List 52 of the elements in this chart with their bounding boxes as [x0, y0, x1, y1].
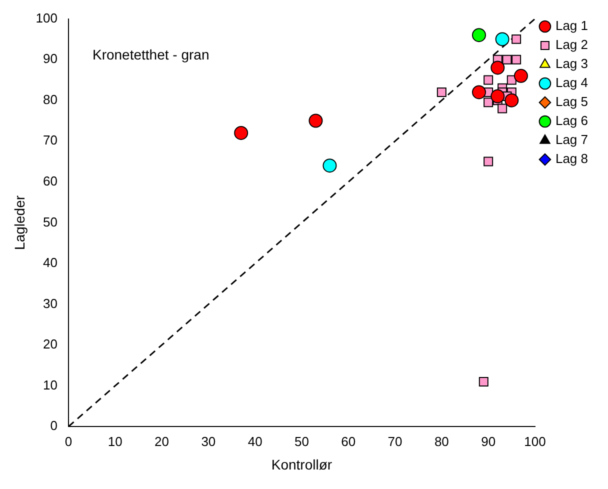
x-axis-title: Kontrollør [271, 456, 332, 472]
point [512, 34, 522, 44]
y-tick-label: 80 [43, 92, 58, 107]
x-tick-label: 40 [248, 434, 262, 449]
legend-label: Lag 2 [555, 37, 588, 52]
x-tick-label: 10 [108, 434, 122, 449]
y-tick-label: 30 [43, 296, 58, 311]
point [512, 54, 522, 64]
y-tick-label: 20 [43, 336, 58, 352]
point [436, 87, 446, 97]
point [472, 85, 486, 100]
point [514, 68, 528, 83]
legend-label: Lag 1 [555, 18, 588, 34]
legend-label: Lag 3 [555, 56, 588, 72]
legend-label: Lag 5 [555, 94, 588, 110]
point [498, 104, 508, 114]
point [234, 126, 248, 140]
x-tick-label: 90 [481, 434, 496, 449]
y-axis-title: Lagleder [11, 195, 28, 250]
y-tick-label: 10 [43, 377, 58, 392]
y-tick-label: 60 [43, 174, 58, 188]
annotation: Kronetetthet - gran [92, 46, 210, 63]
point [490, 89, 505, 104]
point [472, 28, 486, 42]
y-tick-label: 90 [43, 51, 58, 66]
legend-label: Lag 4 [555, 75, 588, 90]
x-tick-label: 50 [294, 434, 309, 449]
x-tick-label: 60 [341, 434, 356, 449]
y-tick-label: 70 [43, 132, 58, 148]
point [478, 377, 488, 386]
y-tick-label: 0 [50, 418, 58, 434]
legend-label: Lag 7 [555, 132, 588, 148]
point [502, 54, 512, 64]
point [484, 75, 494, 85]
point [490, 60, 505, 75]
point [308, 114, 323, 128]
legend-label: Lag 6 [555, 113, 588, 128]
point [484, 156, 494, 166]
point [504, 93, 519, 108]
y-tick-label: 40 [43, 255, 58, 270]
point [322, 158, 337, 173]
x-tick-label: 20 [154, 434, 170, 449]
x-tick-label: 100 [524, 434, 546, 449]
x-tick-label: 70 [388, 434, 402, 449]
x-tick-label: 30 [201, 434, 216, 449]
point [484, 98, 494, 108]
x-tick-label: 0 [64, 434, 72, 449]
y-tick-label: 100 [36, 10, 58, 26]
y-tick-label: 50 [43, 214, 58, 230]
point [495, 32, 510, 46]
legend-label: Lag 8 [555, 151, 588, 166]
x-tick-label: 80 [434, 434, 449, 449]
